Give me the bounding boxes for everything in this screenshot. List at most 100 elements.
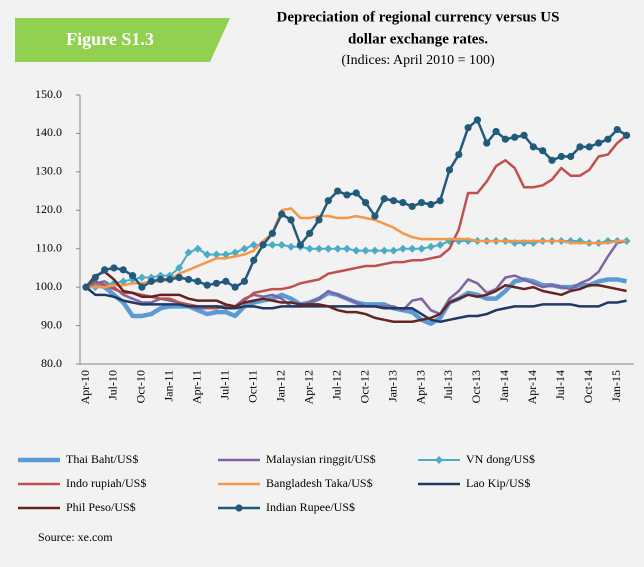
point <box>278 210 286 218</box>
point <box>231 248 240 257</box>
x-tick-label: Jul-14 <box>553 370 567 400</box>
point <box>399 199 407 207</box>
point <box>268 240 277 249</box>
point <box>175 263 184 272</box>
y-tick-label: 130.0 <box>35 164 62 178</box>
legend-label: Thai Baht/US$ <box>66 452 138 466</box>
legend-label: Malaysian ringgit/US$ <box>266 452 376 466</box>
point <box>305 244 314 253</box>
point <box>194 277 202 285</box>
legend-label: Lao Kip/US$ <box>466 476 530 490</box>
point <box>548 156 556 164</box>
point <box>501 135 509 143</box>
point <box>389 246 398 255</box>
x-tick-label: Jul-13 <box>441 370 455 400</box>
point <box>324 244 333 253</box>
x-tick-label: Apr-10 <box>78 370 92 404</box>
x-tick-label: Oct-14 <box>581 370 595 403</box>
source: Source: xe.com <box>38 530 113 544</box>
y-tick-label: 90.0 <box>41 317 62 331</box>
point <box>352 189 360 197</box>
point <box>315 244 323 253</box>
point <box>82 283 90 291</box>
point <box>473 116 482 124</box>
point <box>119 266 127 274</box>
point <box>427 200 435 209</box>
series-line <box>85 270 627 323</box>
point <box>585 143 593 151</box>
point <box>362 199 370 207</box>
point <box>203 281 211 289</box>
point <box>184 248 193 257</box>
point <box>436 197 444 205</box>
legend-label: Indo rupiah/US$ <box>66 476 146 490</box>
point <box>277 240 286 249</box>
point <box>166 275 174 284</box>
point <box>445 166 454 174</box>
point <box>539 147 547 155</box>
x-tick-label: Oct-11 <box>246 370 260 403</box>
point <box>287 242 296 251</box>
point <box>249 240 258 249</box>
legend-marker <box>235 504 243 512</box>
point <box>306 229 314 237</box>
y-tick-label: 150.0 <box>35 87 62 101</box>
point <box>156 275 165 284</box>
point <box>222 277 230 285</box>
point <box>333 244 342 253</box>
point <box>110 264 118 272</box>
point <box>324 197 332 205</box>
chart-subtitle: (Indices: April 2010 = 100) <box>341 53 495 68</box>
legend-label: Phil Peso/US$ <box>66 500 136 514</box>
point <box>342 244 351 253</box>
point <box>380 195 388 203</box>
point <box>576 143 584 151</box>
point <box>380 246 389 255</box>
point <box>175 273 183 282</box>
point <box>483 139 491 147</box>
point <box>259 241 267 249</box>
point <box>101 266 109 274</box>
point <box>231 283 239 291</box>
point <box>129 272 137 280</box>
x-tick-label: Apr-14 <box>525 370 539 404</box>
point <box>203 250 212 259</box>
x-tick-label: Apr-12 <box>301 370 315 404</box>
point <box>250 256 258 264</box>
point <box>268 229 276 237</box>
point <box>137 273 146 282</box>
point <box>371 212 379 220</box>
point <box>436 240 445 249</box>
point <box>193 244 202 253</box>
badge-box <box>15 18 230 62</box>
y-tick-label: 120.0 <box>35 202 62 216</box>
point <box>464 124 472 132</box>
x-tick-label: Apr-11 <box>190 370 204 404</box>
point <box>417 244 426 253</box>
point <box>352 246 361 255</box>
point <box>240 244 249 253</box>
point <box>240 277 249 285</box>
series-line <box>85 134 628 310</box>
point <box>613 125 621 134</box>
point <box>492 127 500 136</box>
point <box>334 187 342 195</box>
series-line <box>86 207 627 289</box>
point <box>343 191 351 199</box>
point <box>184 275 193 284</box>
x-tick-label: Jan-13 <box>385 370 399 402</box>
point <box>557 152 565 161</box>
point <box>361 246 370 255</box>
y-tick-label: 80.0 <box>41 356 62 370</box>
point <box>119 277 128 286</box>
x-tick-label: Jan-15 <box>609 370 623 402</box>
legend-label: Indian Rupee/US$ <box>266 500 355 514</box>
point <box>138 283 146 291</box>
chart-title: Depreciation of regional currency versus… <box>277 9 560 25</box>
point <box>455 150 463 159</box>
legend-label: Bangladesh Taka/US$ <box>266 476 373 490</box>
point <box>408 244 417 253</box>
point <box>567 152 575 161</box>
